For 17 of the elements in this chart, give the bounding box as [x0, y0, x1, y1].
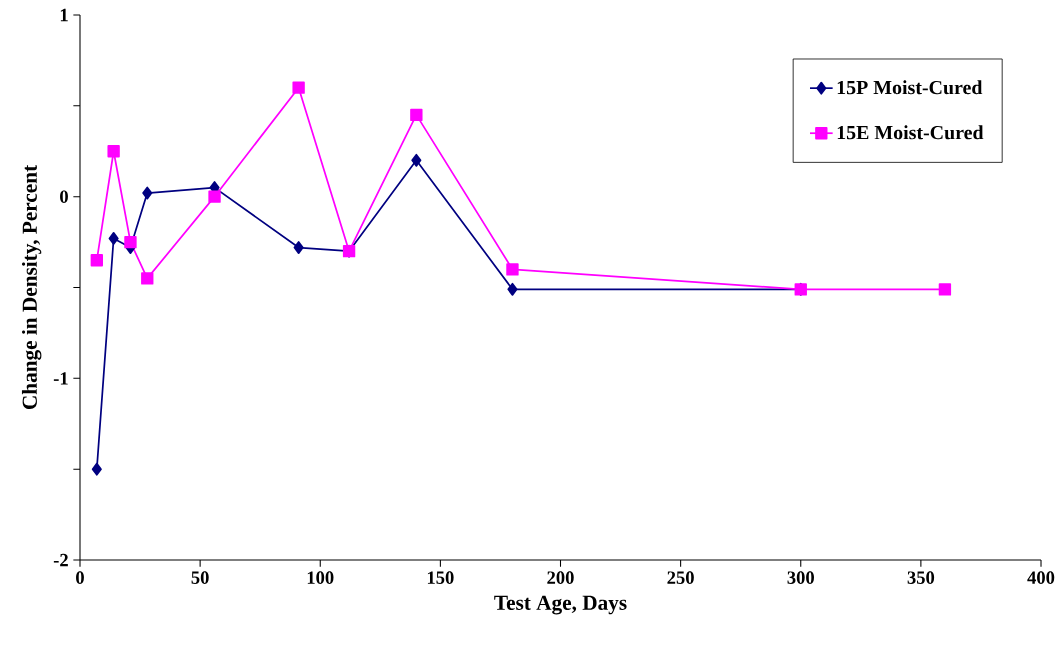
x-tick-label: 0	[76, 571, 84, 584]
y-tick-label: 0	[60, 190, 68, 203]
y-tick-label: 1	[60, 8, 68, 22]
y-tick-label: -2	[53, 553, 68, 567]
y-axis-title: Change in Density, Percent	[21, 164, 42, 410]
x-tick-label: 400	[1027, 571, 1055, 584]
x-tick-label: 50	[191, 571, 209, 584]
x-tick-label: 300	[787, 571, 814, 584]
legend-label: 15P Moist-Cured	[837, 80, 983, 95]
x-tick-label: 350	[907, 571, 935, 584]
legend-label: 15E Moist-Cured	[837, 125, 984, 140]
x-tick-label: 250	[667, 571, 694, 584]
x-tick-label: 200	[547, 571, 574, 584]
x-tick-label: 100	[307, 571, 334, 584]
x-axis-title: Test Age, Days	[494, 595, 627, 615]
x-tick-label: 150	[427, 571, 454, 584]
y-tick-label: -1	[53, 372, 68, 385]
